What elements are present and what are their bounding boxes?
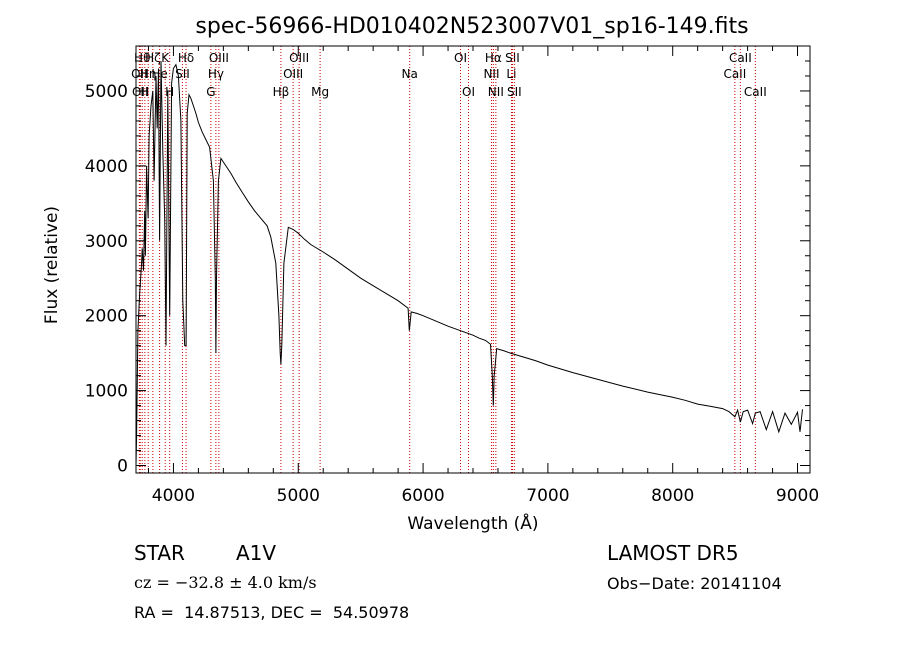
line-marker-label: NII	[488, 85, 504, 99]
y-axis-label: Flux (relative)	[42, 206, 62, 324]
x-tick-label: 5000	[277, 486, 320, 506]
x-axis-label: Wavelength (Å)	[407, 512, 538, 534]
line-markers: OIIOIIHθHHηHζHeKHSIIHδGHγOIIIHβOIIIOIIIM…	[131, 46, 767, 473]
spectral-subclass: A1V	[236, 541, 277, 565]
y-tick-label: 3000	[85, 232, 128, 252]
line-marker-label: Hζ	[145, 51, 161, 65]
x-tick-label: 8000	[651, 486, 694, 506]
line-marker-label: Mg	[311, 85, 329, 99]
line-marker-label: OIII	[209, 51, 229, 65]
line-marker-label: OIII	[289, 51, 309, 65]
line-marker-label: Hδ	[178, 51, 194, 65]
chart-title: spec-56966-HD010402N523007V01_sp16-149.f…	[195, 14, 748, 39]
line-marker-label: Na	[402, 67, 418, 81]
x-tick-label: 6000	[401, 486, 444, 506]
spectrum-line	[135, 60, 803, 466]
plot-frame	[135, 45, 811, 474]
line-marker-label: CaII	[723, 67, 746, 81]
y-tick-label: 0	[117, 457, 128, 477]
x-tick-label: 4000	[152, 486, 195, 506]
y-tick-label: 4000	[85, 157, 128, 177]
line-marker-label: OII	[131, 67, 148, 81]
line-marker-label: H	[165, 85, 174, 99]
line-marker-label: Hβ	[273, 85, 290, 99]
x-axis-ticks: 4000 5000 6000 7000 8000 9000	[147, 46, 819, 506]
x-tick-label: 9000	[776, 486, 819, 506]
sky-coordinates: RA = 14.87513, DEC = 54.50978	[134, 603, 410, 622]
line-marker-label: OIII	[283, 67, 303, 81]
line-marker-label: OI	[462, 85, 475, 99]
line-marker-label: Hγ	[208, 67, 224, 81]
line-marker-label: CaII	[744, 85, 767, 99]
line-marker-label: NII	[483, 67, 499, 81]
redshift-value: cz = −32.8 ± 4.0 km/s	[134, 573, 317, 592]
line-marker-label: K	[161, 51, 170, 65]
y-tick-label: 2000	[85, 307, 128, 327]
observation-date: Obs−Date: 20141104	[607, 574, 782, 593]
object-type: STAR	[134, 541, 185, 565]
line-marker-label: Hθ	[134, 51, 150, 65]
line-marker-label: SII	[505, 51, 520, 65]
line-marker-label: Hα	[485, 51, 502, 65]
y-axis-ticks: 0 1000 2000 3000 4000 5000	[85, 60, 810, 477]
line-marker-label: H	[140, 85, 149, 99]
line-marker-label: SII	[507, 85, 522, 99]
line-marker-label: OI	[454, 51, 467, 65]
x-tick-label: 7000	[526, 486, 569, 506]
line-marker-label: Li	[506, 67, 516, 81]
survey-name: LAMOST DR5	[607, 541, 739, 565]
y-tick-label: 5000	[85, 82, 128, 102]
y-tick-label: 1000	[85, 382, 128, 402]
line-marker-label: CaII	[729, 51, 752, 65]
line-marker-label: G	[206, 85, 215, 99]
